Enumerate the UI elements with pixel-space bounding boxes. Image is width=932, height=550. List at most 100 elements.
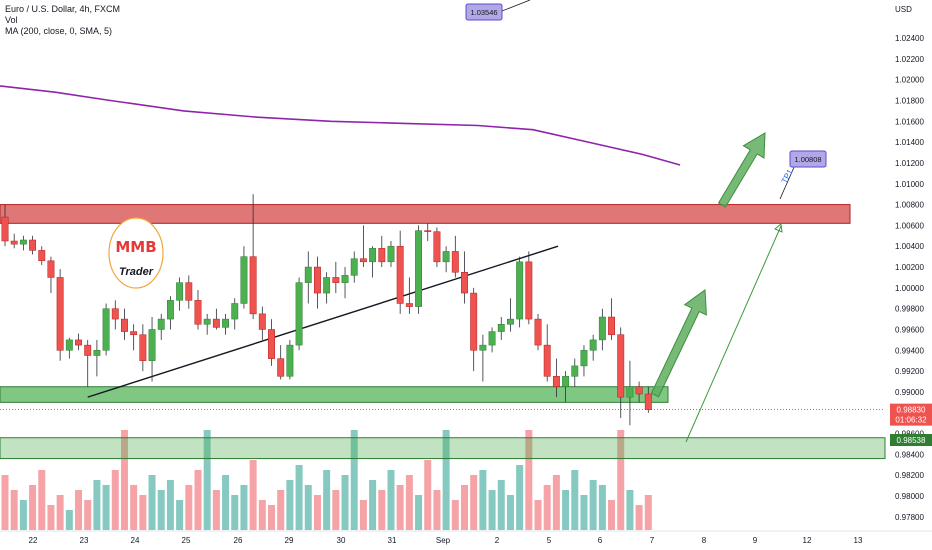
candle bbox=[461, 251, 468, 304]
candle bbox=[194, 289, 202, 330]
volume-bar bbox=[387, 470, 395, 530]
candle-body bbox=[644, 393, 652, 410]
candle bbox=[507, 298, 514, 332]
candle bbox=[121, 308, 128, 340]
last-price-value: 0.98830 bbox=[897, 406, 926, 415]
volume-bar bbox=[543, 485, 551, 530]
logo-circle bbox=[108, 217, 164, 289]
volume-bar bbox=[212, 490, 220, 530]
symbol-title[interactable]: Euro / U.S. Dollar, 4h, FXCM bbox=[5, 4, 121, 14]
y-tick-label: 1.01800 bbox=[895, 97, 924, 106]
candle bbox=[598, 308, 606, 351]
volume-bar bbox=[203, 430, 211, 530]
volume-bar bbox=[626, 490, 634, 530]
y-tick-label: 0.98000 bbox=[895, 492, 924, 501]
volume-bar bbox=[1, 475, 9, 530]
volume-bar bbox=[424, 460, 432, 530]
volume-bar bbox=[47, 505, 55, 530]
y-tick-label: 1.01600 bbox=[895, 117, 924, 126]
candle-body bbox=[442, 251, 450, 263]
volume-bar bbox=[608, 500, 616, 530]
volume-bar bbox=[286, 480, 294, 530]
volume-bar bbox=[506, 495, 514, 530]
candle-body bbox=[93, 350, 101, 356]
candle-body bbox=[194, 300, 202, 325]
volume-bar bbox=[562, 490, 570, 530]
breakout-arrow bbox=[717, 132, 766, 208]
candle bbox=[157, 313, 165, 340]
tp1-price-label-box bbox=[789, 150, 827, 168]
volume-bar bbox=[359, 500, 367, 530]
x-tick-label: 8 bbox=[702, 536, 707, 545]
x-tick-label: 22 bbox=[29, 536, 38, 545]
y-tick-label: 1.01000 bbox=[895, 180, 924, 189]
candle-body bbox=[286, 344, 294, 377]
candle bbox=[130, 324, 138, 351]
candle-body bbox=[212, 318, 220, 328]
volume-bar bbox=[84, 500, 92, 530]
logo-text-top: MMB bbox=[115, 238, 156, 256]
x-tick-label: 30 bbox=[337, 536, 346, 545]
y-tick-label: 1.00200 bbox=[895, 263, 924, 272]
candle bbox=[497, 317, 505, 340]
lower-support-zone bbox=[0, 437, 886, 460]
y-tick-label: 1.00000 bbox=[895, 284, 924, 293]
candle-body bbox=[332, 277, 340, 283]
candle-body bbox=[19, 239, 27, 245]
x-tick-label: 31 bbox=[388, 536, 397, 545]
candle-body bbox=[571, 365, 579, 377]
candle-body bbox=[552, 376, 560, 387]
candle-body bbox=[295, 282, 303, 346]
bounce-arrow bbox=[650, 289, 707, 398]
candle bbox=[451, 235, 459, 278]
candle bbox=[286, 339, 294, 380]
mmb-trader-logo: MMB Trader bbox=[108, 217, 164, 289]
candle-body bbox=[451, 251, 459, 273]
x-tick-label: 26 bbox=[234, 536, 243, 545]
candle bbox=[580, 345, 588, 377]
x-tick-label: 5 bbox=[547, 536, 552, 545]
y-tick-label: 1.00800 bbox=[895, 201, 924, 210]
candle-body bbox=[608, 316, 615, 335]
candle bbox=[644, 386, 652, 413]
candle-body bbox=[350, 258, 358, 276]
volume-bar bbox=[470, 475, 478, 530]
candle bbox=[111, 300, 119, 330]
candle-body bbox=[341, 275, 349, 283]
candle bbox=[277, 345, 285, 380]
x-tick-label: 9 bbox=[753, 536, 758, 545]
candle-body bbox=[75, 339, 82, 346]
volume-bar bbox=[451, 500, 459, 530]
y-tick-label: 0.97800 bbox=[895, 513, 924, 522]
volume-bar bbox=[571, 470, 579, 530]
candle bbox=[29, 235, 37, 255]
candle-body bbox=[65, 339, 73, 351]
candle-body bbox=[461, 271, 468, 294]
volume-bar bbox=[120, 430, 128, 530]
volume-bar bbox=[516, 465, 524, 530]
candle-body bbox=[176, 282, 184, 301]
candle bbox=[635, 381, 643, 403]
moving-average-indicator-label[interactable]: MA (200, close, 0, SMA, 5) bbox=[5, 26, 113, 36]
volume-bar bbox=[589, 480, 597, 530]
candle-body bbox=[231, 303, 239, 320]
candle-body bbox=[433, 231, 441, 263]
y-tick-label: 0.99600 bbox=[895, 325, 924, 334]
volume-bar bbox=[194, 470, 202, 530]
volume-bar bbox=[323, 470, 331, 530]
candle bbox=[543, 324, 551, 382]
candle-body bbox=[525, 261, 533, 320]
candle bbox=[552, 358, 560, 398]
top-price-label: 1.03546 bbox=[470, 8, 497, 17]
x-tick-label: 12 bbox=[803, 536, 812, 545]
volume-bar bbox=[111, 470, 119, 530]
candle bbox=[525, 251, 533, 325]
volume-indicator-label[interactable]: Vol bbox=[5, 15, 18, 25]
volume-bar bbox=[617, 430, 625, 530]
volume-bar bbox=[130, 485, 138, 530]
candle bbox=[350, 251, 358, 283]
volume-bar bbox=[29, 485, 37, 530]
candle bbox=[479, 334, 487, 382]
candle-body bbox=[626, 386, 634, 398]
